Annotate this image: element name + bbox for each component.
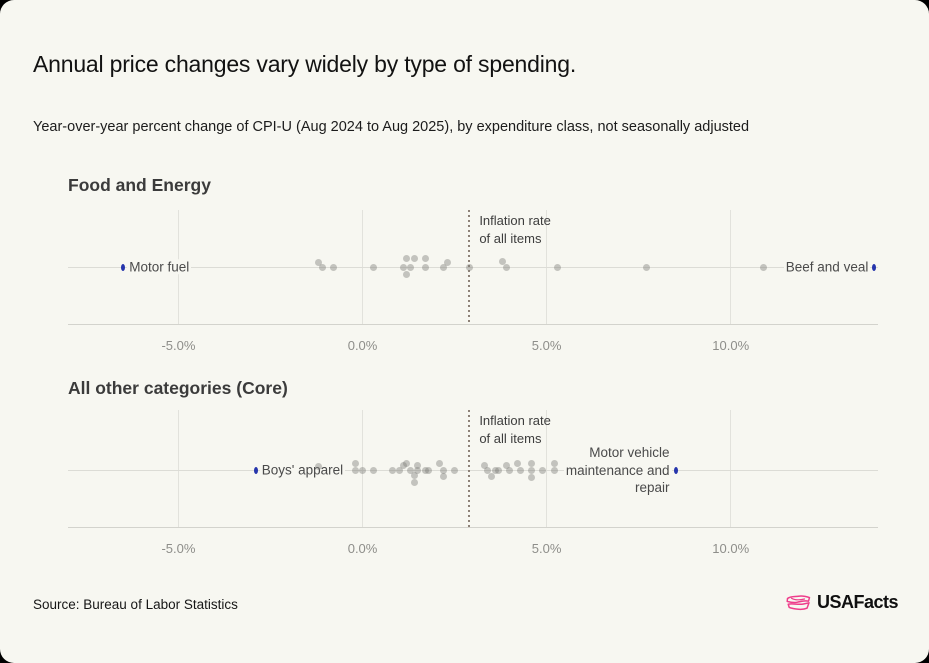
data-point-dot xyxy=(487,472,495,480)
plot-food-energy: Inflation rate of all items Motor fuel Bee… xyxy=(68,210,878,325)
data-point-dot xyxy=(403,254,411,262)
highlight-marker xyxy=(872,263,877,271)
axis-line xyxy=(68,324,878,325)
data-point-dot xyxy=(550,459,558,467)
inflation-annotation: Inflation rate of all items xyxy=(479,213,551,246)
plot-core: Inflation rate of all items Boys' apparel… xyxy=(68,410,878,528)
data-point-dot xyxy=(399,461,407,469)
highlight-label: Beef and veal xyxy=(783,259,871,275)
gridline xyxy=(730,410,732,528)
data-point-dot xyxy=(425,466,433,474)
data-point-dot xyxy=(414,466,422,474)
data-point-dot xyxy=(421,466,429,474)
data-point-dot xyxy=(370,263,378,271)
data-point-dot xyxy=(440,263,448,271)
data-point-dot xyxy=(388,466,396,474)
data-point-dot xyxy=(314,258,322,266)
data-point-dot xyxy=(517,466,525,474)
data-point-dot xyxy=(451,466,459,474)
tick-label: 0.0% xyxy=(347,541,378,556)
data-point-dot xyxy=(410,471,418,479)
highlight-marker xyxy=(253,466,258,474)
data-point-dot xyxy=(406,466,414,474)
data-point-dot xyxy=(370,466,378,474)
tick-label: -5.0% xyxy=(161,541,196,556)
section-title-food-energy: Food and Energy xyxy=(68,175,211,195)
page-title: Annual price changes vary widely by type… xyxy=(33,51,577,77)
gridline xyxy=(546,210,548,325)
axis-ticks-core: -5.0% 0.0% 5.0% 10.0% xyxy=(68,541,878,561)
data-point-dot xyxy=(318,263,326,271)
tick-label: 0.0% xyxy=(347,338,378,353)
data-point-dot xyxy=(421,263,429,271)
data-point-dot xyxy=(403,459,411,467)
data-point-dot xyxy=(443,258,451,266)
usafacts-logo: USAFacts xyxy=(785,592,899,613)
data-point-dot xyxy=(351,459,359,467)
gridline xyxy=(546,410,548,528)
highlight-label: Motor vehicle maintenance and repair xyxy=(563,444,672,495)
usafacts-wordmark: USAFacts xyxy=(816,592,899,612)
data-point-dot xyxy=(550,466,558,474)
data-point-dot xyxy=(410,254,418,262)
highlight-marker xyxy=(673,466,678,474)
inflation-line xyxy=(468,210,471,325)
data-point-dot xyxy=(414,461,422,469)
axis-line xyxy=(68,527,878,528)
chart-subtitle: Year-over-year percent change of CPI-U (… xyxy=(33,119,750,135)
highlight-label: Motor fuel xyxy=(127,259,192,275)
data-point-dot xyxy=(399,263,407,271)
gridline xyxy=(362,410,364,528)
data-point-dot xyxy=(513,459,521,467)
tick-label: 10.0% xyxy=(712,338,750,353)
data-point-dot xyxy=(436,459,444,467)
data-point-dot xyxy=(410,478,418,486)
data-point-dot xyxy=(498,257,506,265)
data-point-dot xyxy=(495,466,503,474)
data-point-dot xyxy=(395,466,403,474)
data-point-dot xyxy=(760,263,768,271)
data-point-dot xyxy=(502,461,510,469)
tick-label: -5.0% xyxy=(161,338,196,353)
data-point-dot xyxy=(440,472,448,480)
data-point-dot xyxy=(406,263,414,271)
data-point-dot xyxy=(491,466,499,474)
data-point-dot xyxy=(359,466,367,474)
gridline xyxy=(362,210,364,325)
inflation-annotation: Inflation rate of all items xyxy=(479,413,551,446)
usafacts-flag-icon xyxy=(785,592,812,613)
data-point-dot xyxy=(440,466,448,474)
data-point-dot xyxy=(421,254,429,262)
axis-ticks-food-energy: -5.0% 0.0% 5.0% 10.0% xyxy=(68,338,878,358)
data-point-dot xyxy=(554,263,562,271)
highlight-marker xyxy=(121,263,126,271)
data-point-dot xyxy=(539,466,547,474)
inflation-line xyxy=(468,410,471,528)
data-point-dot xyxy=(480,461,488,469)
section-title-core: All other categories (Core) xyxy=(68,378,288,398)
gridline xyxy=(730,210,732,325)
data-point-dot xyxy=(351,466,359,474)
tick-label: 5.0% xyxy=(531,338,562,353)
source-note: Source: Bureau of Labor Statistics xyxy=(33,597,238,612)
tick-label: 5.0% xyxy=(531,541,562,556)
data-point-dot xyxy=(314,462,322,470)
data-point-dot xyxy=(528,473,536,481)
highlight-label: Boys' apparel xyxy=(259,462,346,478)
tick-label: 10.0% xyxy=(712,541,750,556)
data-point-dot xyxy=(329,263,337,271)
data-point-dot xyxy=(642,263,650,271)
category-row-line xyxy=(68,469,878,471)
data-point-dot xyxy=(528,459,536,467)
category-row-line xyxy=(68,266,878,268)
data-point-dot xyxy=(506,466,514,474)
data-point-dot xyxy=(528,466,536,474)
data-point-dot xyxy=(465,263,473,271)
data-point-dot xyxy=(502,263,510,271)
data-point-dot xyxy=(484,466,492,474)
gridline xyxy=(177,410,179,528)
data-point-dot xyxy=(403,270,411,278)
